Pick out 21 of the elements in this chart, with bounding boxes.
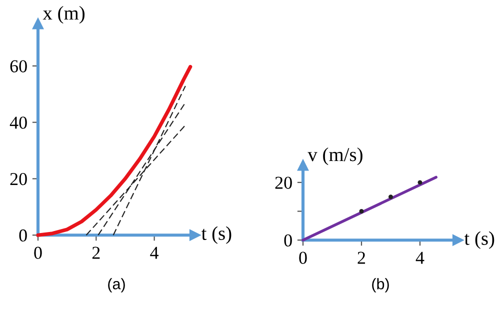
y-tick-label: 20 xyxy=(10,172,27,186)
y-axis-title: v (m/s) xyxy=(308,148,362,166)
line-series xyxy=(36,64,192,237)
y-axis-title: x (m) xyxy=(42,6,85,24)
x-axis-title: t (s) xyxy=(201,226,232,244)
y-tick-label: 40 xyxy=(10,116,27,129)
x-tick-label: 4 xyxy=(416,252,424,264)
x-tick-label: 2 xyxy=(92,246,100,259)
x-axis-title: t (s) xyxy=(464,231,494,249)
text: (b) xyxy=(372,278,389,292)
point xyxy=(418,180,422,185)
x-tick-label: 4 xyxy=(150,246,159,259)
point xyxy=(359,209,364,214)
y-tick-label: 60 xyxy=(10,60,27,72)
y-tick-label: 20 xyxy=(275,176,292,189)
x-tick-label: 2 xyxy=(358,252,366,264)
x-tick-label: 0 xyxy=(34,246,42,259)
y-tick-label: 0 xyxy=(19,229,27,242)
text: (a) xyxy=(108,278,125,292)
x-tick-label: 0 xyxy=(299,252,307,264)
point xyxy=(388,194,393,200)
